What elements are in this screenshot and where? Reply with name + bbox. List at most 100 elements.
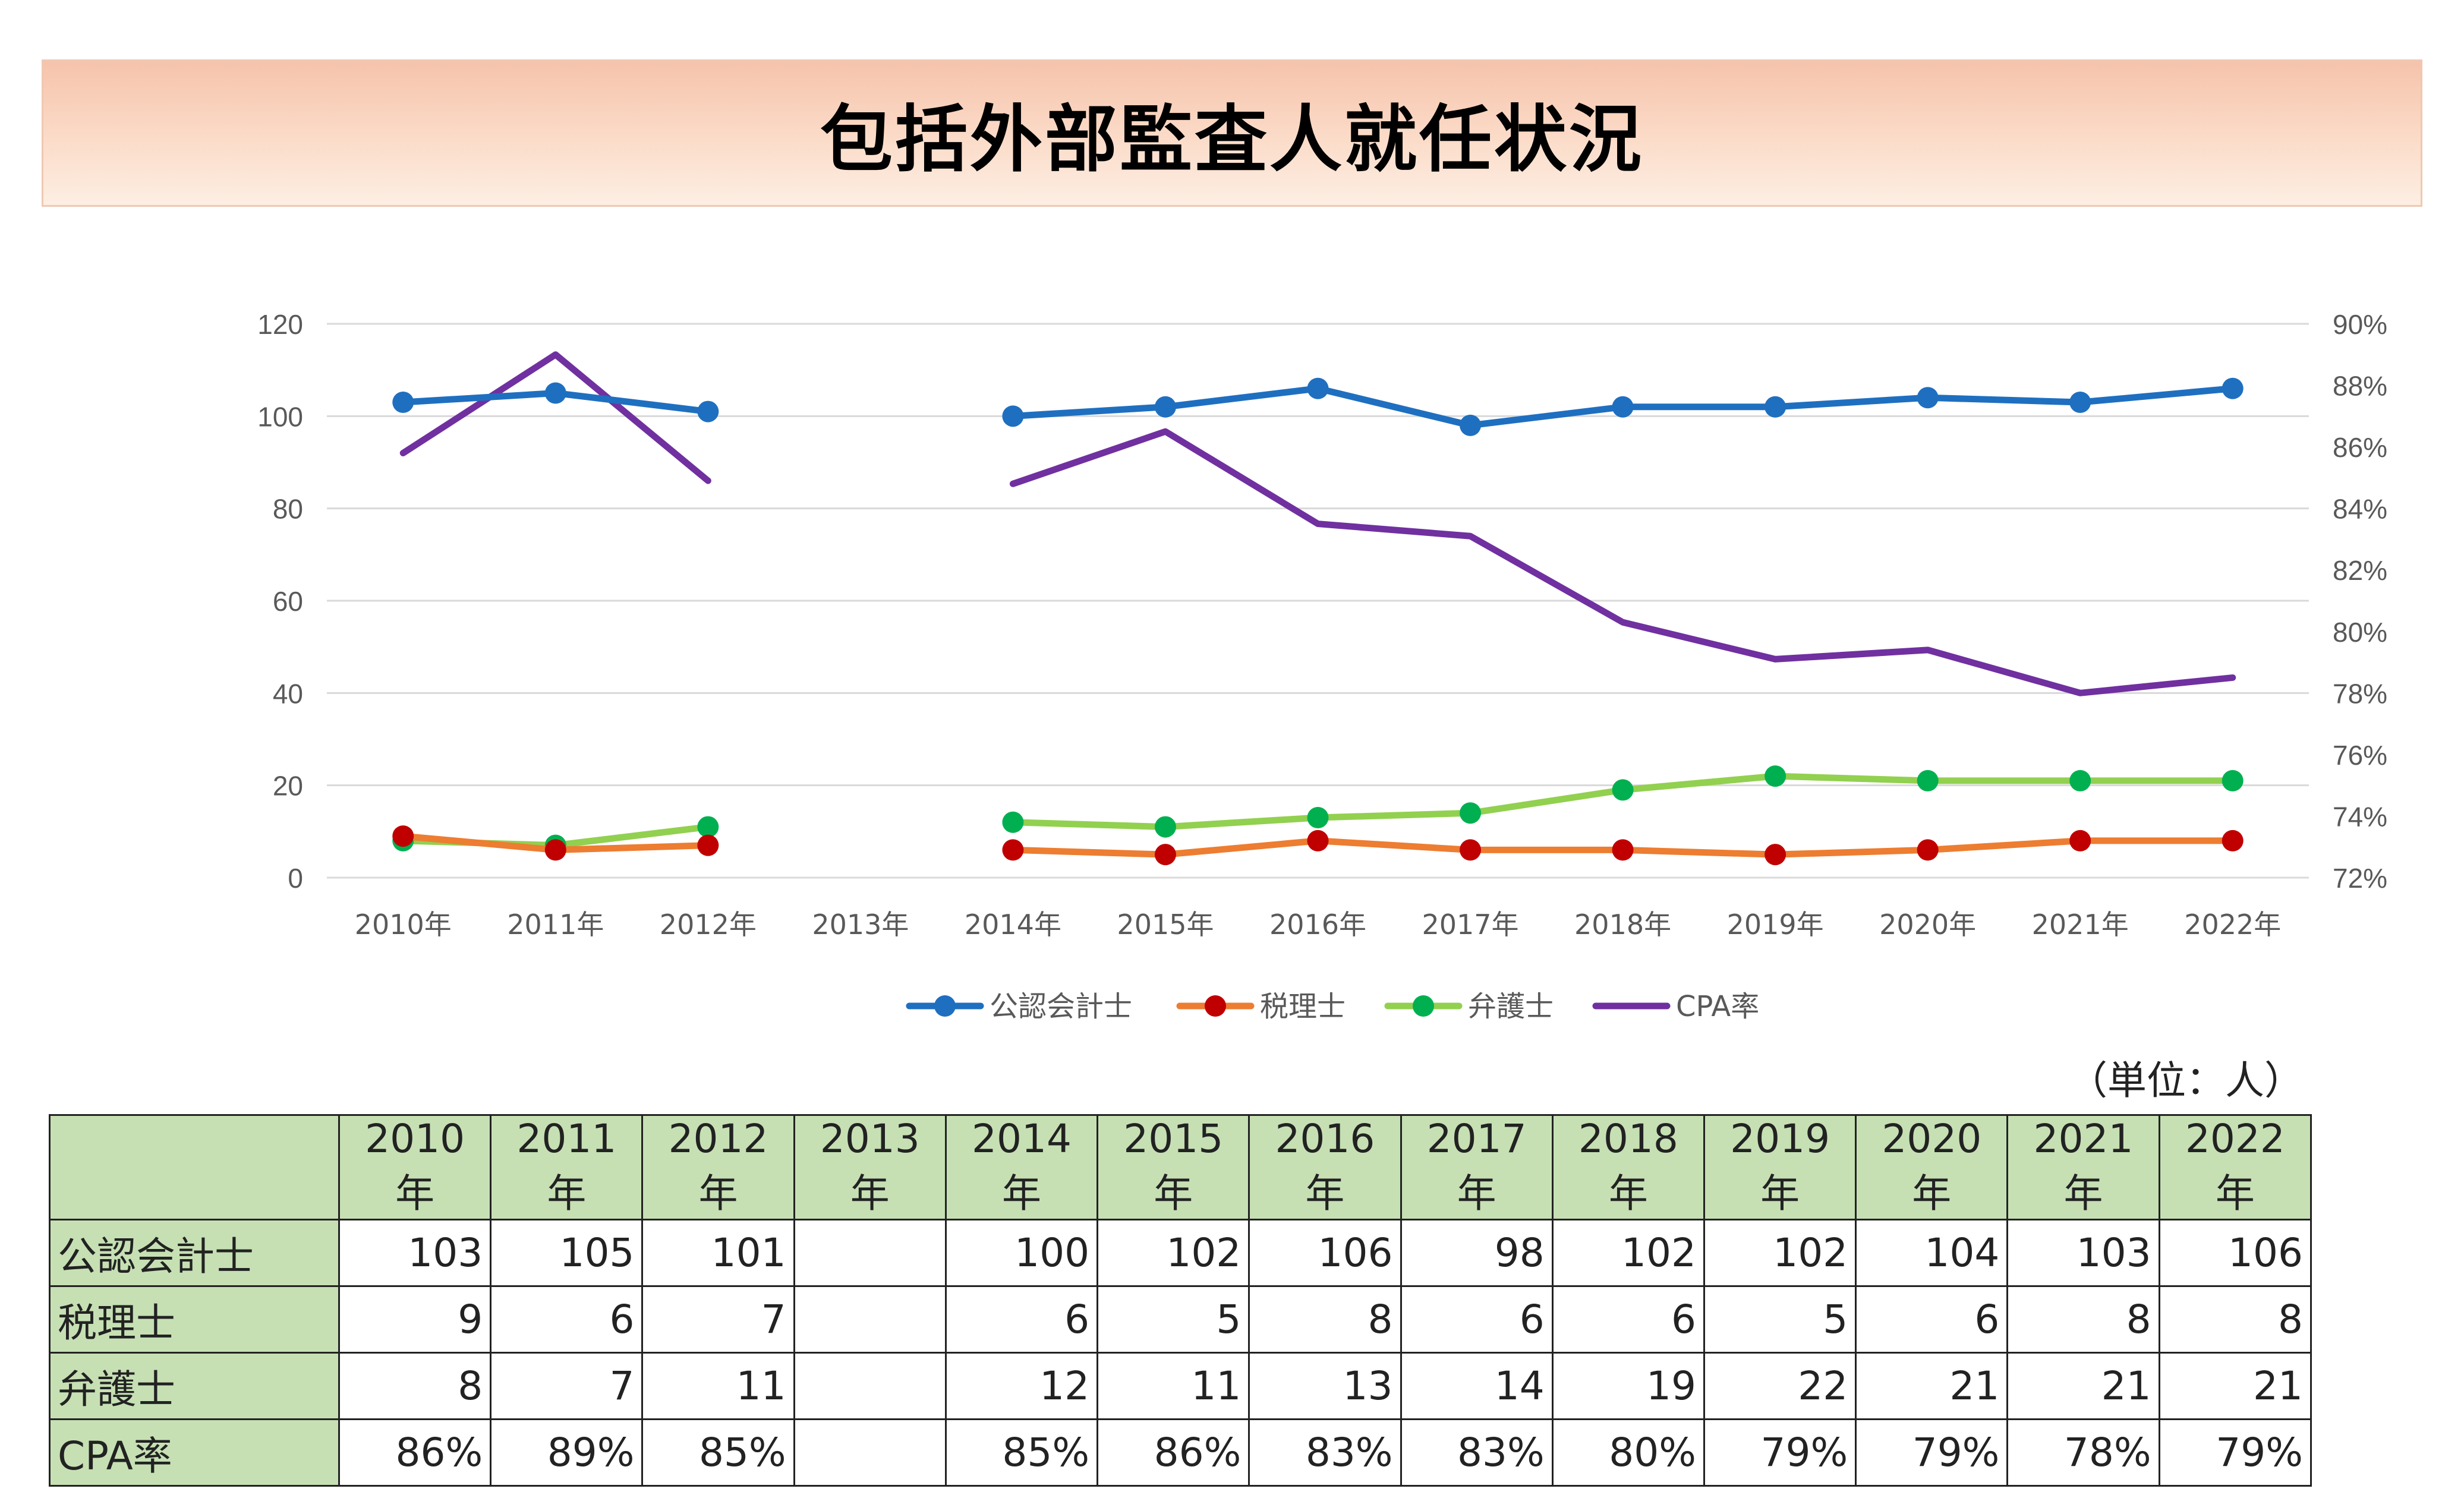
title-band: 包括外部監査人就任状況 xyxy=(42,59,2422,207)
table-header-cell: 2020年 xyxy=(1855,1114,2009,1220)
table-cell: 102 xyxy=(1096,1219,1250,1287)
data-point-2 xyxy=(1154,816,1176,838)
table-cell: 8 xyxy=(2006,1285,2160,1354)
table-cell: 101 xyxy=(641,1219,795,1287)
data-point-0 xyxy=(392,392,414,414)
table-header-cell: 2014年 xyxy=(944,1114,1099,1220)
table-cell: 21 xyxy=(2158,1352,2312,1420)
table-header-cell: 2011年 xyxy=(490,1114,644,1220)
data-point-0 xyxy=(1612,396,1634,418)
table-header-cell: 2019年 xyxy=(1703,1114,1857,1220)
table-cell: 106 xyxy=(2158,1219,2312,1287)
y-right-tick-label: 72% xyxy=(2333,863,2387,894)
y-left-tick-label: 0 xyxy=(288,863,303,894)
x-tick-label: 2014年 xyxy=(965,909,1061,941)
table-cell: 8 xyxy=(2158,1285,2312,1354)
table-cell: 89% xyxy=(490,1418,644,1487)
table-cell xyxy=(793,1352,947,1420)
y-left-tick-label: 80 xyxy=(273,494,303,525)
table-cell: 8 xyxy=(1248,1285,1402,1354)
table-cell: 106 xyxy=(1248,1219,1402,1287)
table-cell: 79% xyxy=(1703,1418,1857,1487)
table-cell: 6 xyxy=(1551,1285,1705,1354)
x-tick-label: 2013年 xyxy=(812,909,909,941)
data-point-0 xyxy=(1307,377,1329,399)
x-tick-label: 2020年 xyxy=(1879,909,1976,941)
y-right-tick-label: 90% xyxy=(2333,309,2387,340)
table-cell: 102 xyxy=(1703,1219,1857,1287)
y-right-tick-label: 80% xyxy=(2333,617,2387,648)
table-header-cell: 2017年 xyxy=(1400,1114,1554,1220)
table-cell xyxy=(793,1219,947,1287)
table-cell: 102 xyxy=(1551,1219,1705,1287)
table-cell: 85% xyxy=(944,1418,1099,1487)
y-right-tick-label: 74% xyxy=(2333,801,2387,832)
data-point-0 xyxy=(1764,396,1786,418)
y-right-tick-label: 76% xyxy=(2333,740,2387,771)
unit-note: （単位：人） xyxy=(2068,1058,2304,1103)
table-cell xyxy=(793,1285,947,1354)
y-right-tick-label: 86% xyxy=(2333,432,2387,463)
x-tick-label: 2019年 xyxy=(1727,909,1824,941)
table-cell: 104 xyxy=(1855,1219,2009,1287)
table-cell: 6 xyxy=(944,1285,1099,1354)
data-point-1 xyxy=(1764,844,1786,866)
series-line-3 xyxy=(1009,428,2236,696)
table-row-label: 公認会計士 xyxy=(49,1219,340,1287)
table-cell xyxy=(793,1418,947,1487)
table-header-cell: 2016年 xyxy=(1248,1114,1402,1220)
data-point-2 xyxy=(2222,769,2244,791)
x-tick-label: 2017年 xyxy=(1422,909,1518,941)
table-header-cell: 2013年 xyxy=(793,1114,947,1220)
table-header-cell: 2018年 xyxy=(1551,1114,1705,1220)
legend-label: 弁護士 xyxy=(1468,990,1554,1023)
data-point-1 xyxy=(1917,839,1939,861)
table-cell: 21 xyxy=(1855,1352,2009,1420)
line-chart: 0 20 40 60 80 100 120 72% 74% 76% 78% 80% 82% 84% 86% 8… xyxy=(257,309,2387,1023)
table-cell: 12 xyxy=(944,1352,1099,1420)
y-left-tick-label: 40 xyxy=(273,678,303,709)
table-row: 公認会計士 103 105 101 100 102 106 98 102 102 104 103 106 xyxy=(49,1219,2312,1287)
table-cell: 103 xyxy=(338,1219,492,1287)
table-header-row: 2010年 2011年 2012年 2013年 2014年 2015年 2016… xyxy=(49,1114,2312,1220)
table-cell: 83% xyxy=(1400,1418,1554,1487)
table-cell: 7 xyxy=(490,1352,644,1420)
legend-marker xyxy=(934,995,956,1017)
x-tick-label: 2015年 xyxy=(1117,909,1214,941)
page-title: 包括外部監査人就任状況 xyxy=(820,97,1644,182)
table-cell: 9 xyxy=(338,1285,492,1354)
series-line-3 xyxy=(399,351,711,484)
table-cell: 5 xyxy=(1096,1285,1250,1354)
x-tick-label: 2011年 xyxy=(507,909,604,941)
table-cell: 80% xyxy=(1551,1418,1705,1487)
table-row-label: 税理士 xyxy=(49,1285,340,1354)
data-point-2 xyxy=(1917,769,1939,791)
data-point-1 xyxy=(1460,839,1482,861)
table-cell: 85% xyxy=(641,1418,795,1487)
table-row-label: CPA率 xyxy=(49,1418,340,1487)
data-point-2 xyxy=(1764,765,1786,787)
table-cell: 8 xyxy=(338,1352,492,1420)
table-cell: 79% xyxy=(1855,1418,2009,1487)
data-point-1 xyxy=(1612,839,1634,861)
data-point-0 xyxy=(1460,414,1482,436)
table-cell: 22 xyxy=(1703,1352,1857,1420)
data-point-2 xyxy=(2069,769,2091,791)
table-body: 公認会計士 103 105 101 100 102 106 98 102 102 104 103 106… xyxy=(49,1219,2312,1487)
data-point-1 xyxy=(1154,844,1176,866)
table-cell: 83% xyxy=(1248,1418,1402,1487)
x-tick-label: 2016年 xyxy=(1269,909,1366,941)
data-point-2 xyxy=(1612,779,1634,801)
y-left-tick-label: 60 xyxy=(273,586,303,617)
table-cell: 98 xyxy=(1400,1219,1554,1287)
legend-label: 税理士 xyxy=(1260,990,1346,1023)
data-point-0 xyxy=(2069,392,2091,414)
data-point-1 xyxy=(697,834,719,856)
x-tick-label: 2022年 xyxy=(2184,909,2281,941)
table-cell: 6 xyxy=(490,1285,644,1354)
y-right-tick-label: 84% xyxy=(2333,494,2387,525)
table-header-cell: 2022年 xyxy=(2158,1114,2312,1220)
table-cell: 103 xyxy=(2006,1219,2160,1287)
data-point-1 xyxy=(544,839,566,861)
y-right-tick-label: 78% xyxy=(2333,678,2387,709)
